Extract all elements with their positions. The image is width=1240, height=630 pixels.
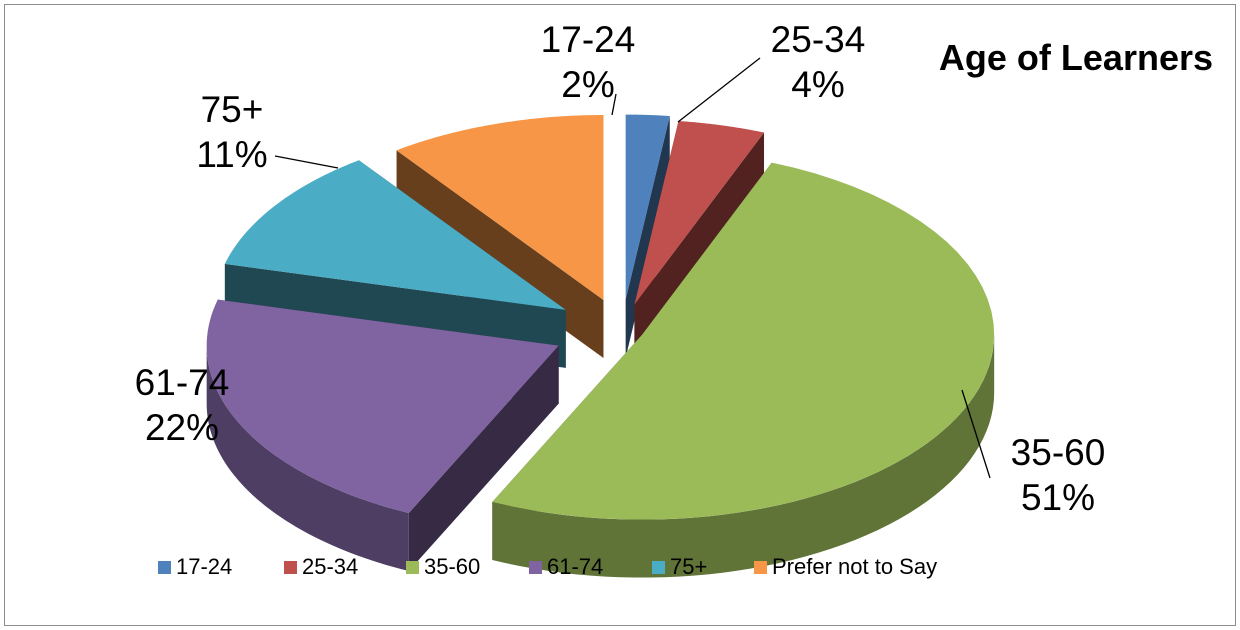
legend-item: 61-74 [529,554,603,579]
legend: 17-24 25-34 35-60 61-74 75+ Prefer not to Say [158,554,937,579]
slices-layer [206,114,995,578]
legend-label: 61-74 [547,554,603,579]
pie-slice-35-60 [492,162,995,578]
leader-line [961,389,991,479]
leader-line [677,57,761,123]
pie-slice-61-74 [206,299,559,572]
chart-title: Age of Learners [939,37,1213,78]
leader-line [274,155,339,169]
legend-label: Prefer not to Say [772,554,937,579]
legend-item: 75+ [652,554,707,579]
legend-swatch [652,561,665,574]
legend-swatch [529,561,542,574]
data-labels: 17-24 2% 25-34 4% 35-60 51% 61-74 22% 75+ 11% [135,19,1106,518]
legend-item: 35-60 [406,554,480,579]
slice-top-face [396,115,604,301]
slice-top-face [634,121,765,305]
data-label-75-: 75+ 11% [196,89,267,175]
slice-top-face [206,299,559,514]
slice-outer-wall [492,334,995,578]
legend-swatch [158,561,171,574]
legend-swatch [284,561,297,574]
data-label-25-34: 25-34 4% [771,19,866,105]
legend-swatch [754,561,767,574]
legend-label: 35-60 [424,554,480,579]
legend-label: 17-24 [176,554,232,579]
legend-label: 25-34 [302,554,358,579]
data-label-35-60: 35-60 51% [1011,432,1106,518]
legend-label: 75+ [670,554,707,579]
leader-line [611,93,617,116]
legend-item: Prefer not to Say [754,554,937,579]
data-label-17-24: 17-24 2% [541,19,636,105]
leader-lines [274,57,991,479]
legend-item: 25-34 [284,554,358,579]
slice-side-wall [408,345,559,572]
data-label-61-74: 61-74 22% [135,362,230,448]
legend-item: 17-24 [158,554,232,579]
legend-swatch [406,561,419,574]
slice-top-face [625,114,670,300]
slice-top-face [492,162,995,520]
slice-outer-wall [206,345,409,572]
slice-top-face [224,160,566,310]
